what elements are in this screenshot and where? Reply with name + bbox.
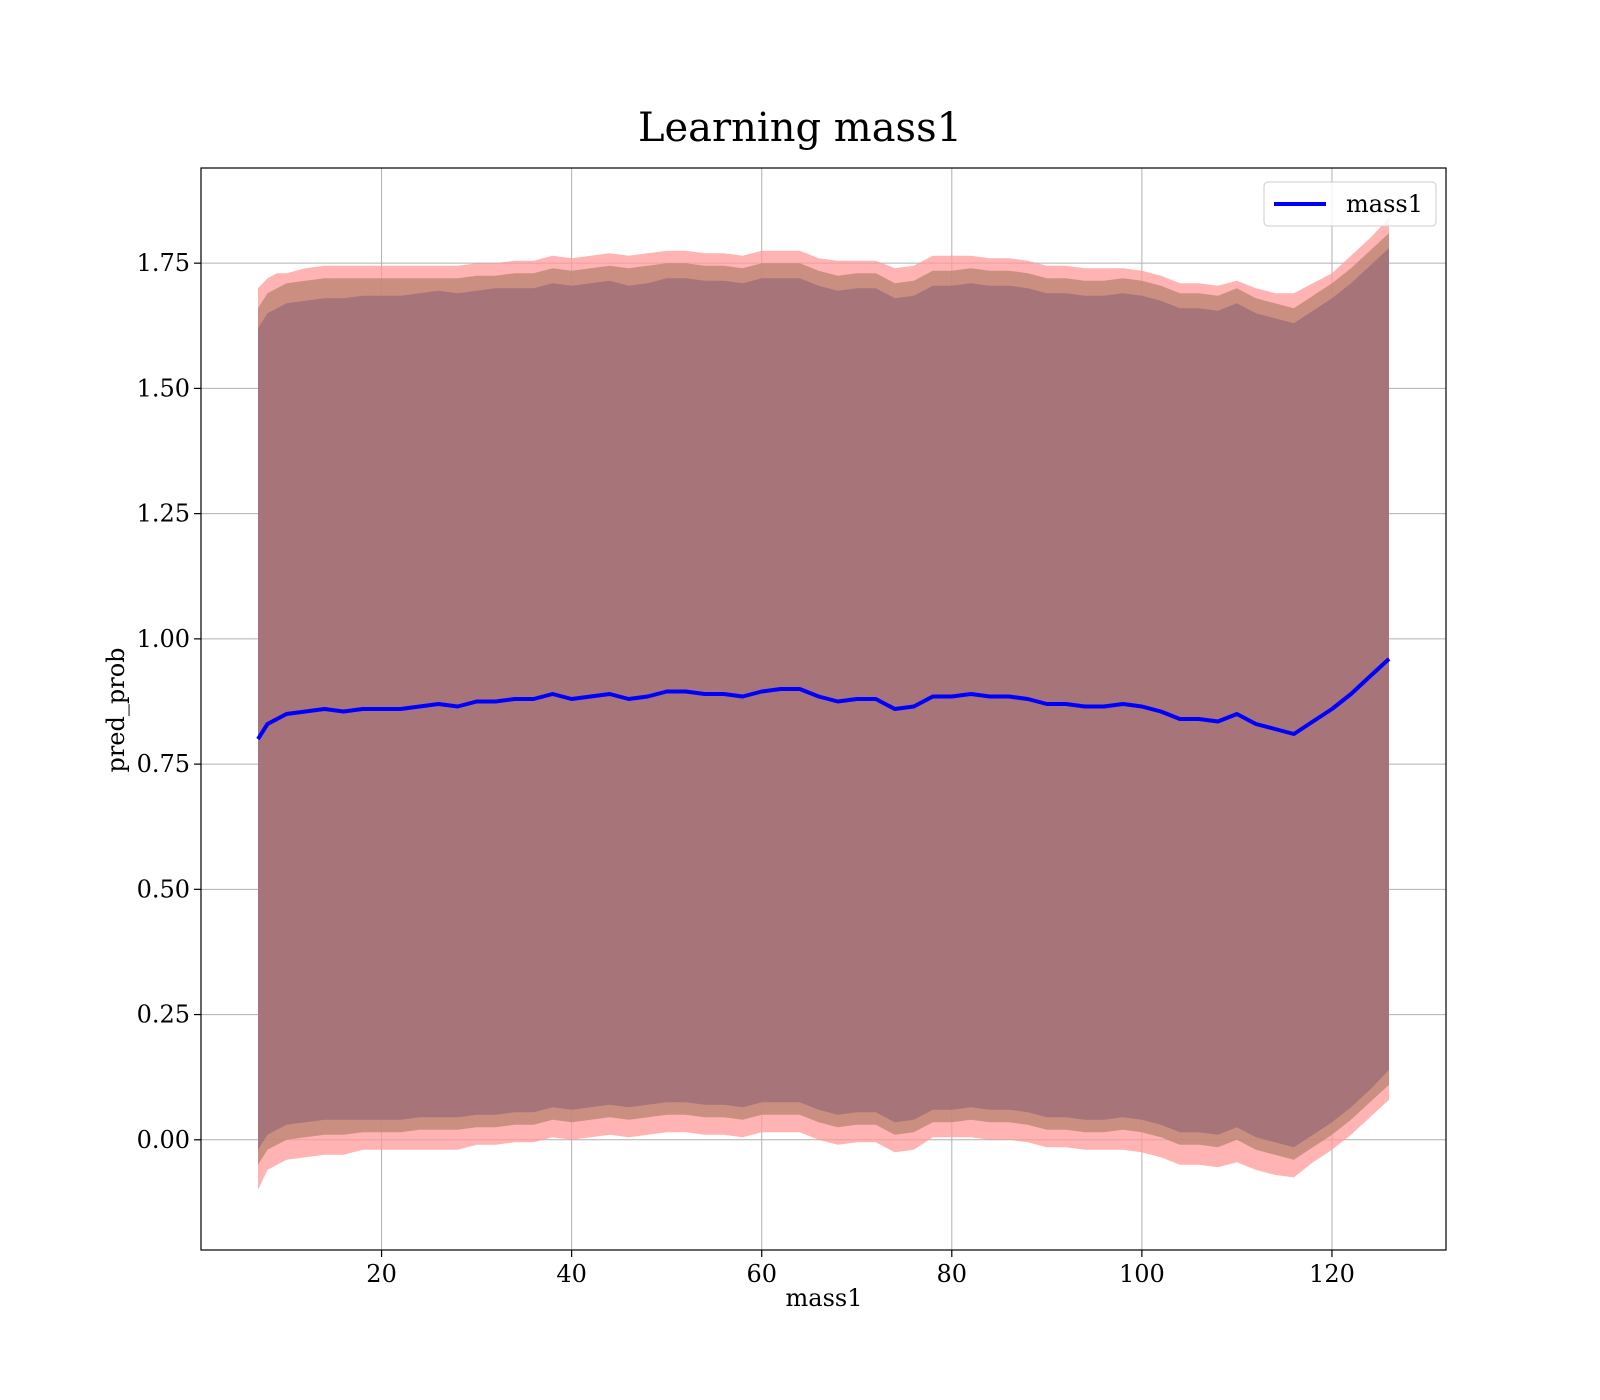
y-tick-label: 1.75 <box>137 249 190 277</box>
x-tick-label: 80 <box>937 1260 968 1288</box>
legend-box <box>1263 181 1437 227</box>
x-tick-label: 100 <box>1119 1260 1165 1288</box>
x-axis-label: mass1 <box>786 1284 863 1312</box>
x-tick-label: 20 <box>366 1260 397 1288</box>
plot-frame <box>200 167 1447 1251</box>
y-tick-label: 0.00 <box>137 1126 190 1154</box>
legend-label-mass1: mass1 <box>1346 190 1423 218</box>
x-tick-label: 120 <box>1309 1260 1355 1288</box>
series-line-mass1 <box>256 657 1391 741</box>
x-tick-label: 60 <box>746 1260 777 1288</box>
y-axis-label: pred_prob <box>102 647 130 772</box>
y-tick-label: 0.75 <box>137 750 190 778</box>
y-tick-label: 1.25 <box>137 500 190 528</box>
y-tick-label: 1.00 <box>137 625 190 653</box>
y-tick-label: 0.50 <box>137 875 190 903</box>
y-tick-label: 1.50 <box>137 374 190 402</box>
plot-area: 20 40 60 80 100 120 0.00 0.25 0.50 0.75 1.00 1.25 1.… <box>137 167 1447 1288</box>
y-tick-label: 0.25 <box>137 1001 190 1029</box>
x-tick-label: 40 <box>556 1260 587 1288</box>
chart-title: Learning mass1 <box>638 105 962 151</box>
